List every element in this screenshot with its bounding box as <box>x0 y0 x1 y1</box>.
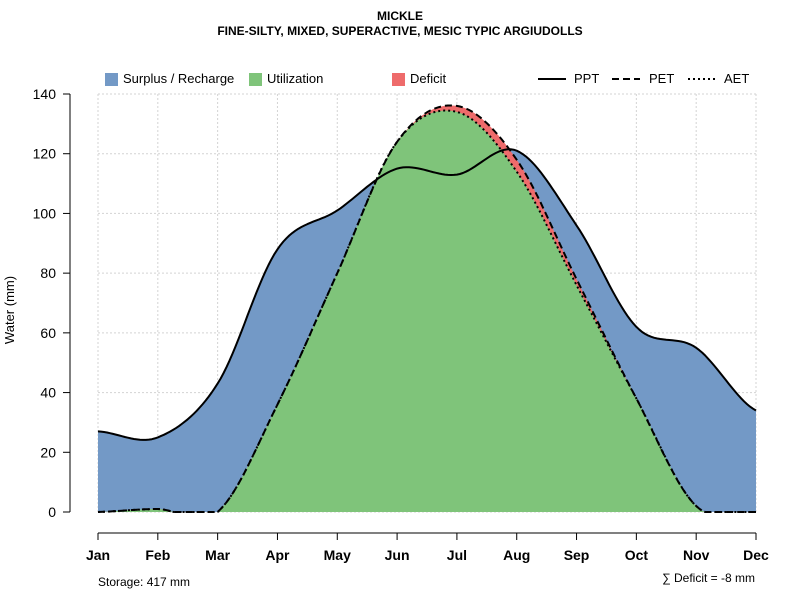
x-tick-label-sep: Sep <box>564 547 590 563</box>
legend-line-pet <box>612 78 640 80</box>
legend-line-aet <box>688 78 716 80</box>
line-ppt <box>97 148 757 441</box>
y-tick-label-100: 100 <box>33 205 57 221</box>
legend-swatch-utilization <box>249 73 262 86</box>
x-tick-label-jun: Jun <box>385 547 410 563</box>
y-tick-label-140: 140 <box>33 86 57 102</box>
legend-swatch-surplus <box>105 73 118 86</box>
y-axis-label: Water (mm) <box>2 276 17 344</box>
x-tick-label-jul: Jul <box>447 547 467 563</box>
x-tick-label-feb: Feb <box>145 547 170 563</box>
x-tick-label-may: May <box>324 547 351 563</box>
area-fills <box>98 105 756 513</box>
y-tick-label-120: 120 <box>33 146 57 162</box>
deficit-note: ∑ Deficit = -8 mm <box>662 571 755 585</box>
y-tick-label-20: 20 <box>40 444 56 460</box>
y-tick-label-60: 60 <box>40 325 56 341</box>
legend-utilization: Utilization <box>267 71 324 86</box>
series-lines <box>97 104 757 513</box>
x-tick-label-dec: Dec <box>743 547 769 563</box>
y-tick-label-0: 0 <box>48 504 56 520</box>
line-aet <box>97 109 756 513</box>
legend-deficit: Deficit <box>410 71 447 86</box>
y-tick-label-80: 80 <box>40 265 56 281</box>
legend-ppt: PPT <box>574 71 600 86</box>
y-tick-label-40: 40 <box>40 385 56 401</box>
legend-pet: PET <box>649 71 675 86</box>
x-tick-label-mar: Mar <box>205 547 230 563</box>
x-tick-label-aug: Aug <box>503 547 530 563</box>
area-utilization <box>98 110 756 512</box>
legend-swatch-deficit <box>392 73 405 86</box>
x-tick-label-oct: Oct <box>625 547 649 563</box>
x-tick-label-nov: Nov <box>683 547 710 563</box>
legend-line-ppt <box>538 78 566 80</box>
storage-note: Storage: 417 mm <box>98 575 191 589</box>
axes: 0 20 40 60 80 100 120 140 Jan Feb Mar Apr May Jun Jul A… <box>33 86 769 563</box>
chart-subtitle: FINE-SILTY, MIXED, SUPERACTIVE, MESIC TY… <box>217 24 583 38</box>
x-tick-label-jan: Jan <box>86 547 110 563</box>
chart-title: MICKLE <box>377 9 423 23</box>
legend-aet: AET <box>724 71 750 86</box>
x-tick-label-apr: Apr <box>265 547 290 563</box>
legend-surplus: Surplus / Recharge <box>123 71 235 86</box>
